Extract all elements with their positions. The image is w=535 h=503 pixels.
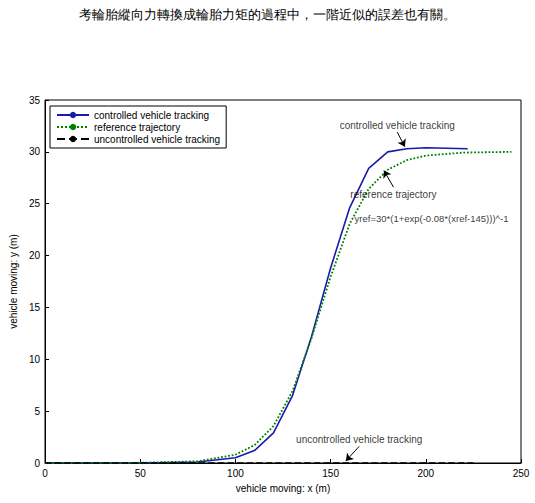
- svg-text:35: 35: [29, 95, 41, 106]
- svg-text:30: 30: [29, 146, 41, 157]
- svg-text:controlled vehicle tracking: controlled vehicle tracking: [94, 110, 209, 121]
- svg-text:200: 200: [417, 468, 434, 479]
- svg-text:0: 0: [42, 468, 48, 479]
- svg-text:vehicle moving: x (m): vehicle moving: x (m): [236, 483, 330, 494]
- svg-text:25: 25: [29, 198, 41, 209]
- svg-text:uncontrolled vehicle tracking: uncontrolled vehicle tracking: [94, 134, 220, 145]
- svg-text:5: 5: [34, 406, 40, 417]
- svg-text:reference trajectory: reference trajectory: [94, 122, 180, 133]
- svg-text:uncontrolled vehicle tracking: uncontrolled vehicle tracking: [296, 434, 422, 445]
- svg-text:15: 15: [29, 302, 41, 313]
- svg-text:yref=30*(1+exp(-0.08*(xref-145: yref=30*(1+exp(-0.08*(xref-145)))^-1: [355, 213, 509, 224]
- svg-text:考輪胎縱向力轉換成輪胎力矩的過程中，一階近似的誤差也有關。: 考輪胎縱向力轉換成輪胎力矩的過程中，一階近似的誤差也有關。: [79, 7, 456, 22]
- svg-text:150: 150: [322, 468, 339, 479]
- svg-text:vehicle moving: y (m): vehicle moving: y (m): [8, 234, 19, 328]
- svg-text:reference trajectory: reference trajectory: [350, 189, 436, 200]
- svg-text:50: 50: [135, 468, 147, 479]
- svg-text:controlled vehicle tracking: controlled vehicle tracking: [340, 120, 455, 131]
- svg-text:0: 0: [34, 458, 40, 469]
- svg-text:10: 10: [29, 354, 41, 365]
- svg-text:250: 250: [513, 468, 530, 479]
- svg-text:100: 100: [227, 468, 244, 479]
- svg-text:20: 20: [29, 250, 41, 261]
